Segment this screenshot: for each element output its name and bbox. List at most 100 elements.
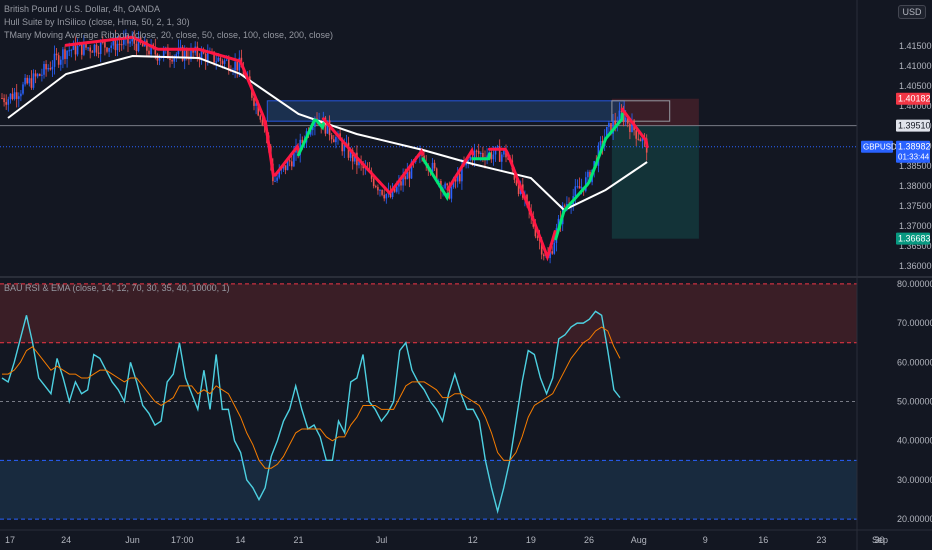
candle-body [31,78,33,88]
candle-body [291,161,293,166]
candle-body [470,157,472,160]
candle-body [163,50,165,57]
candle-body [220,58,222,61]
current-price-tag: 1.38982 [898,142,931,152]
candle-body [409,172,411,179]
candle-body [260,115,262,119]
candle-body [129,41,131,43]
price-tick-label: 1.41000 [899,61,932,71]
symbol-tag-name: GBPUSD [863,143,897,152]
candle-body [171,60,173,62]
candle-body [493,154,495,159]
candle-body [10,94,12,99]
hull-segment-down [448,151,473,190]
entry-price-tag: 1.39510 [898,121,931,131]
candle-body [625,118,627,122]
candle-body [383,195,385,199]
candle-body [575,186,577,196]
time-tick-label: Aug [631,535,647,545]
candle-body [375,186,377,187]
time-tick-label: Jul [376,535,388,545]
candle-body [60,60,62,65]
candle-body [119,44,121,45]
candle-body [551,251,553,254]
candle-body [106,48,108,52]
rsi-legend: BAÜ RSI & EMA (close, 14, 12, 70, 30, 35… [4,283,230,293]
candle-body [629,124,631,132]
rsi-pane[interactable] [0,284,857,519]
candle-body [45,64,47,69]
currency-button[interactable]: USD [898,5,926,19]
hull-segment-up [423,159,448,198]
candle-body [222,61,224,64]
candle-body [478,151,480,154]
candle-body [638,139,640,140]
candle-body [35,73,37,76]
candle-body [333,139,335,142]
price-tick-label: 1.41500 [899,41,932,51]
candle-body [396,187,398,192]
symbol-title: British Pound / U.S. Dollar, 4h, OANDA [4,4,160,14]
candle-body [577,186,579,187]
candle-body [446,184,448,186]
candle-body [92,51,94,52]
candle-body [43,64,45,75]
candle-body [379,190,381,191]
candle-body [377,187,379,190]
candle-body [293,153,295,167]
candle-body [22,84,24,93]
rsi-tick-label: 20.00000 [897,514,932,524]
candle-body [373,179,375,186]
time-tick-label: 19 [526,535,536,545]
rsi-tick-label: 60.00000 [897,357,932,367]
candle-body [98,53,100,54]
candle-body [444,184,446,189]
candle-body [159,58,161,61]
candle-body [186,50,188,57]
candle-body [491,152,493,159]
rsi-tick-label: 70.00000 [897,318,932,328]
candle-body [37,74,39,76]
candle-body [5,102,7,105]
candle-body [87,48,89,49]
candle-body [96,45,98,53]
candle-body [635,130,637,139]
candle-body [608,123,610,127]
oversold-zone [0,460,857,519]
supply-zone-box [267,101,624,121]
candle-body [39,74,41,76]
rsi-tick-label: 40.00000 [897,436,932,446]
candle-body [33,73,35,87]
rsi-tick-label: 30.00000 [897,475,932,485]
candle-body [381,190,383,195]
rsi-tick-label: 80.00000 [897,279,932,289]
candle-body [66,51,68,59]
candle-body [14,92,16,99]
candle-body [434,163,436,169]
candle-body [121,44,123,45]
time-tick-label: 16 [758,535,768,545]
candle-body [476,151,478,152]
candle-body [276,178,278,181]
candle-body [94,45,96,53]
candle-body [274,181,276,182]
candle-body [68,50,70,51]
candle-body [451,187,453,199]
candle-body [100,42,102,54]
candle-body [89,48,91,52]
hull-suite-legend: Hull Suite by InSilico (close, Hma, 50, … [4,17,190,27]
candle-body [71,50,73,51]
candle-body [110,46,112,48]
candle-body [226,59,228,60]
candle-body [543,255,545,257]
candle-body [640,139,642,141]
price-pane[interactable] [0,29,857,263]
candle-body [482,153,484,157]
candle-body [224,60,226,64]
time-tick-label: 14 [235,535,245,545]
price-tick-label: 1.38000 [899,181,932,191]
candle-body [47,68,49,69]
candle-body [169,58,171,60]
candle-body [614,121,616,125]
